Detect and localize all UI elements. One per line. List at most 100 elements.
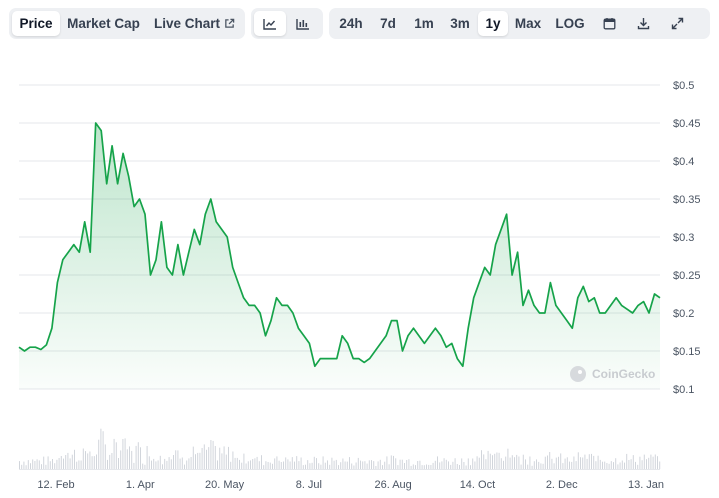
volume-bar	[234, 457, 236, 469]
volume-bar	[76, 461, 78, 469]
tab-price[interactable]: Price	[12, 11, 60, 36]
volume-bar	[254, 458, 256, 469]
log-scale-toggle[interactable]: LOG	[555, 16, 585, 31]
volume-bar	[313, 456, 315, 469]
volume-bar	[437, 456, 438, 469]
volume-bar	[74, 449, 75, 469]
volume-bar	[459, 465, 460, 469]
calendar-button[interactable]	[592, 11, 626, 36]
volume-bar	[148, 456, 150, 469]
volume-bar	[335, 459, 337, 469]
volume-bar	[386, 456, 388, 469]
range-24h[interactable]: 24h	[339, 16, 363, 31]
fullscreen-button[interactable]	[660, 11, 694, 36]
volume-bar	[496, 452, 498, 469]
range-1m[interactable]: 1m	[414, 16, 434, 31]
volume-bar	[646, 459, 647, 469]
volume-bar	[606, 463, 608, 469]
volume-bar	[102, 431, 104, 469]
volume-bar	[481, 450, 482, 469]
volume-bar	[221, 453, 223, 469]
volume-bar	[133, 462, 135, 469]
volume-bar	[272, 463, 273, 469]
volume-bar	[192, 446, 194, 469]
tab-market-cap[interactable]: Market Cap	[67, 16, 140, 31]
y-tick-label: $0.15	[673, 346, 701, 358]
volume-bar	[309, 463, 311, 469]
candlestick-chart-button[interactable]	[286, 11, 320, 36]
volume-bar	[390, 455, 392, 469]
volume-bar	[522, 454, 524, 469]
volume-bar	[388, 464, 390, 469]
volume-bar	[443, 458, 445, 469]
volume-bar	[247, 461, 249, 469]
volume-bar	[186, 460, 188, 469]
volume-bar	[476, 456, 478, 469]
volume-bar	[170, 459, 172, 469]
volume-bar	[322, 456, 324, 469]
volume-bar	[516, 454, 518, 469]
volume-bar	[267, 462, 269, 469]
volume-bar	[45, 464, 47, 469]
volume-bar	[126, 449, 128, 469]
volume-bar	[41, 464, 42, 469]
price-chart[interactable]: $0.5 $0.45 $0.4 $0.35 $0.3 $0.25 $0.2 $0.15 $0.1…	[0, 50, 719, 498]
volume-bar	[483, 454, 485, 469]
volume-bar	[426, 464, 427, 469]
volume-bar	[232, 451, 234, 469]
range-3m[interactable]: 3m	[450, 16, 470, 31]
volume-bar	[98, 439, 100, 469]
volume-bars	[19, 428, 661, 469]
download-button[interactable]	[626, 11, 660, 36]
volume-bar	[261, 455, 262, 469]
range-1y[interactable]: 1y	[478, 11, 508, 36]
volume-bar	[617, 464, 619, 469]
coingecko-watermark: CoinGecko	[570, 366, 655, 382]
range-7d[interactable]: 7d	[380, 16, 396, 31]
volume-bar	[49, 461, 51, 469]
volume-bar	[454, 458, 456, 469]
price-chart-area[interactable]: $0.5 $0.45 $0.4 $0.35 $0.3 $0.25 $0.2 $0.15 $0.1…	[0, 50, 719, 498]
volume-bar	[153, 458, 155, 469]
volume-bar	[536, 459, 537, 469]
volume-bar	[179, 458, 181, 469]
volume-bar	[109, 454, 111, 469]
volume-bar	[377, 461, 379, 469]
coingecko-logo-eye	[578, 370, 582, 374]
volume-bar	[21, 464, 23, 469]
volume-bar	[564, 458, 566, 469]
volume-bar	[131, 450, 133, 469]
volume-bar	[430, 465, 432, 469]
tab-live-chart[interactable]: Live Chart	[147, 11, 242, 36]
y-tick-label: $0.45	[673, 118, 701, 130]
volume-bar	[252, 459, 254, 469]
range-max[interactable]: Max	[514, 16, 542, 31]
volume-bar	[327, 460, 328, 469]
line-chart-button[interactable]	[254, 11, 286, 36]
volume-bar	[419, 460, 421, 469]
volume-bar	[173, 455, 174, 469]
volume-bar	[613, 462, 614, 469]
volume-bar	[269, 462, 271, 469]
volume-bar	[507, 448, 509, 469]
volume-bar	[474, 461, 476, 469]
volume-bar	[397, 465, 399, 469]
volume-bar	[69, 458, 71, 469]
volume-bar	[569, 461, 570, 469]
volume-bar	[395, 458, 397, 469]
volume-bar	[65, 455, 67, 469]
volume-bar	[311, 462, 313, 469]
volume-bar	[551, 458, 553, 469]
volume-bar	[129, 446, 130, 469]
volume-bar	[140, 447, 141, 469]
volume-bar	[60, 456, 62, 469]
volume-bar	[654, 454, 656, 469]
expand-icon	[671, 17, 683, 30]
volume-bar	[184, 464, 185, 469]
price-line[interactable]	[18, 122, 661, 368]
volume-bar	[210, 440, 212, 469]
volume-bar	[456, 464, 458, 469]
volume-bar	[19, 461, 20, 469]
x-tick-label: 20. May	[205, 479, 245, 491]
volume-bar	[195, 454, 196, 469]
